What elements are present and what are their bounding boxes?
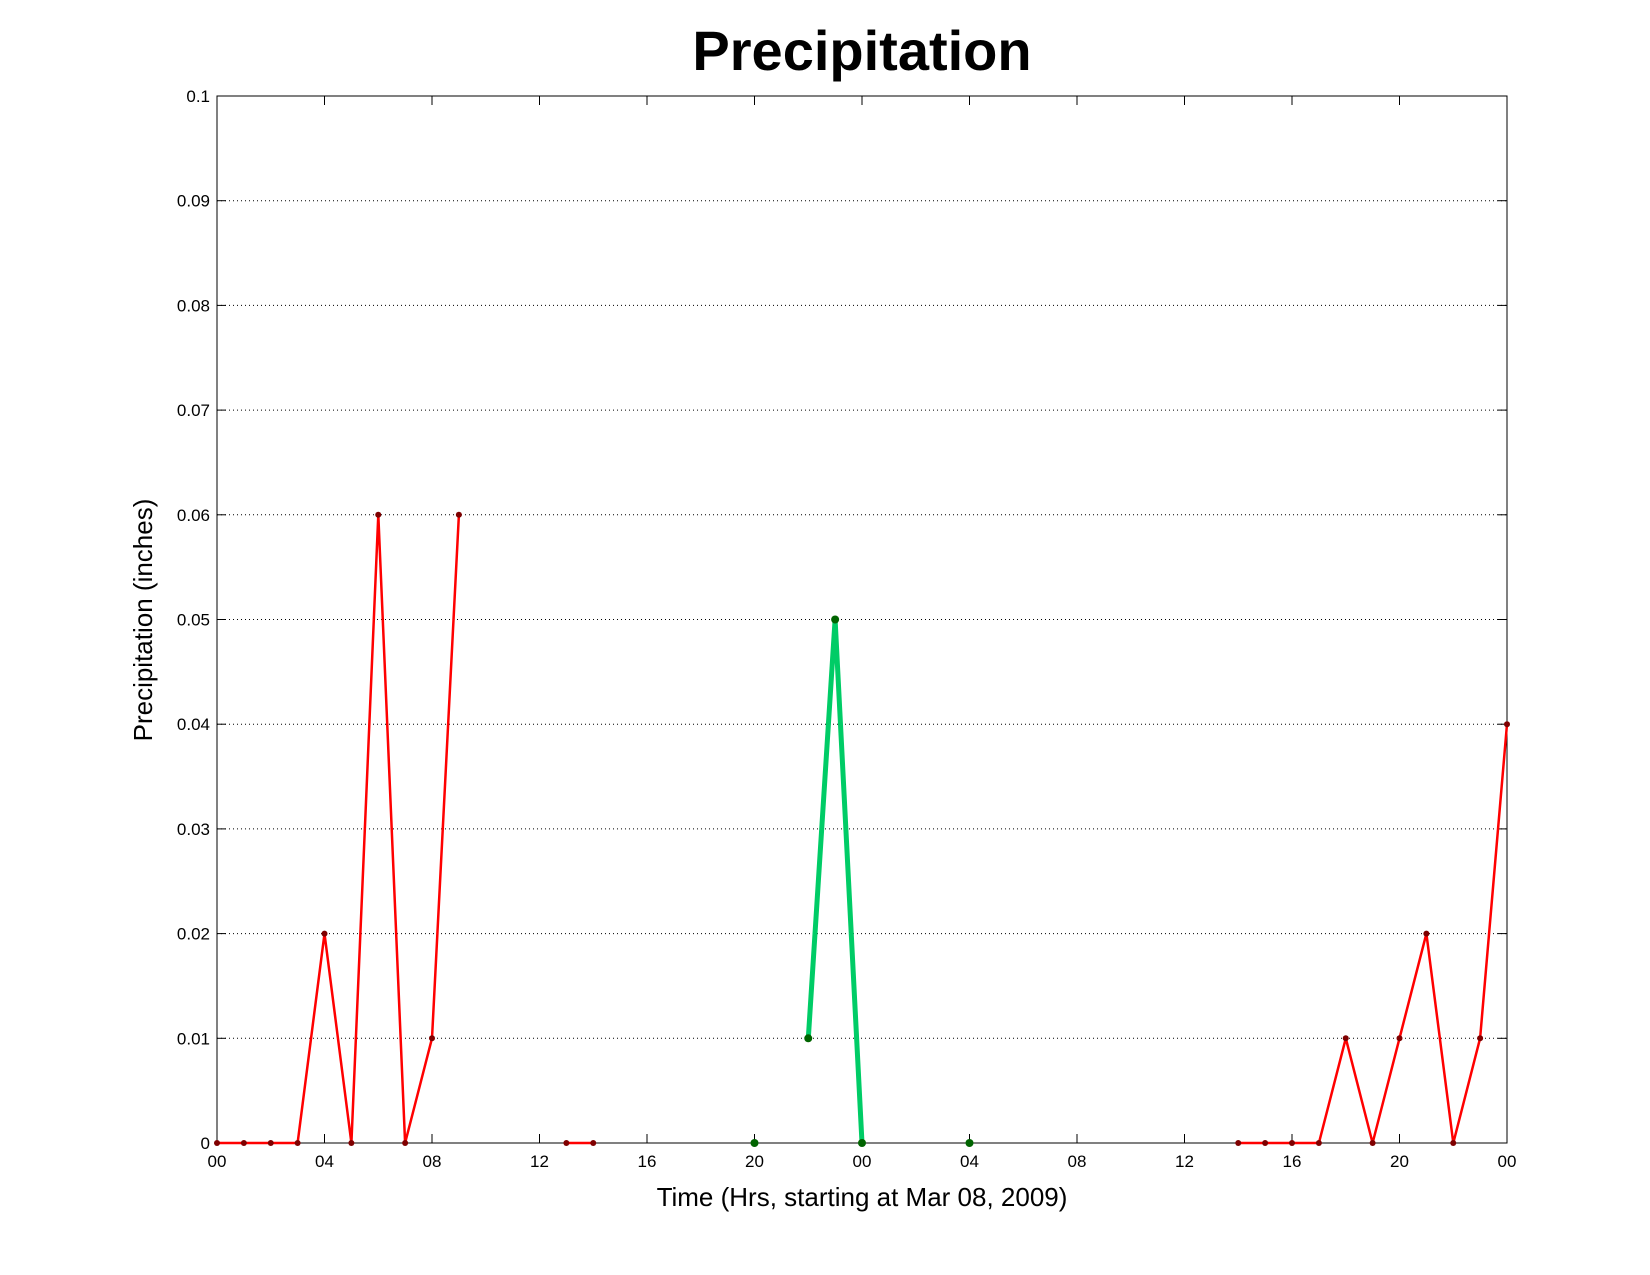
series-1	[214, 511, 1510, 1146]
x-tick-label: 00	[1498, 1152, 1517, 1171]
data-point	[348, 1140, 355, 1146]
y-tick-label: 0.01	[177, 1029, 210, 1048]
x-tick-label: 00	[853, 1152, 872, 1171]
y-axis-label: Precipitation (inches)	[128, 499, 158, 742]
x-tick-label: 08	[1068, 1152, 1087, 1171]
data-point	[563, 1140, 570, 1146]
x-tick-label: 00	[208, 1152, 227, 1171]
data-point	[375, 511, 382, 518]
data-point	[965, 1139, 974, 1147]
y-tick-label: 0.05	[177, 611, 210, 630]
x-tick-label: 16	[638, 1152, 657, 1171]
data-point	[455, 511, 462, 518]
x-tick-label: 08	[423, 1152, 442, 1171]
y-tick-label: 0.08	[177, 296, 210, 315]
data-point	[1289, 1140, 1295, 1146]
grid-lines	[217, 200, 1507, 1039]
data-point	[1235, 1140, 1242, 1146]
data-point	[804, 1034, 813, 1043]
data-point	[1423, 930, 1430, 937]
y-tick-label: 0.03	[177, 820, 210, 839]
data-point	[429, 1035, 435, 1042]
data-series	[214, 511, 1510, 1147]
x-tick-label: 04	[960, 1152, 979, 1171]
y-tick-label: 0.1	[186, 87, 210, 106]
x-axis-label: Time (Hrs, starting at Mar 08, 2009)	[657, 1182, 1068, 1212]
x-tick-label: 12	[1175, 1152, 1194, 1171]
data-point	[214, 1140, 220, 1146]
y-tick-label: 0	[201, 1134, 210, 1153]
x-tick-label: 04	[315, 1152, 334, 1171]
data-point	[1504, 721, 1510, 728]
data-point	[750, 1139, 759, 1147]
data-point	[267, 1140, 274, 1146]
data-point	[1450, 1140, 1457, 1146]
x-tick-label: 20	[1390, 1152, 1409, 1171]
data-point	[1477, 1035, 1484, 1042]
series-line	[217, 514, 461, 1145]
axis-ticks	[216, 95, 1508, 1144]
tick-labels: 0 0.01 0.02 0.03 0.04 0.05 0.06 0.07 0.08 0.09 0.1…	[177, 87, 1517, 1171]
data-point	[1342, 1035, 1349, 1042]
data-point	[1396, 1035, 1403, 1042]
data-point	[1315, 1140, 1322, 1146]
data-point	[294, 1140, 301, 1146]
y-tick-label: 0.07	[177, 401, 210, 420]
series-2	[750, 615, 974, 1147]
data-point	[1262, 1140, 1269, 1146]
data-point	[240, 1140, 247, 1146]
x-tick-label: 20	[745, 1152, 764, 1171]
y-tick-label: 0.04	[177, 715, 210, 734]
data-point	[590, 1140, 597, 1146]
data-point	[321, 930, 328, 937]
y-tick-label: 0.06	[177, 506, 210, 525]
x-tick-label: 12	[530, 1152, 549, 1171]
data-point	[831, 615, 840, 624]
y-tick-label: 0.09	[177, 192, 210, 211]
x-tick-label: 16	[1283, 1152, 1302, 1171]
chart-title: Precipitation	[692, 19, 1031, 82]
data-point	[402, 1140, 409, 1146]
data-point	[858, 1139, 866, 1147]
data-point	[1369, 1140, 1376, 1146]
y-tick-label: 0.02	[177, 925, 210, 944]
